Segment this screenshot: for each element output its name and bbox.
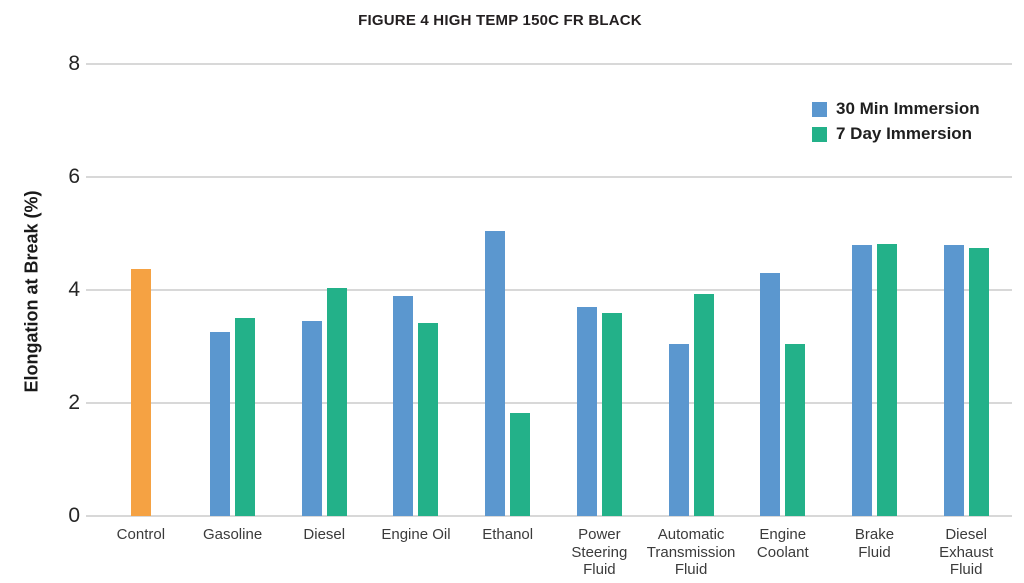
y-tick-label-2: 2 (68, 391, 80, 414)
bar-7-day-immersion-gasoline (235, 318, 256, 516)
bar-7-day-immersion-ethanol (510, 413, 531, 516)
legend-swatch-icon (812, 126, 827, 142)
bar-7-day-immersion-diesel (326, 288, 347, 516)
x-label-gasoline: Gasoline (202, 526, 263, 543)
bar-30-min-immersion-automatic-transmission-fluid (668, 343, 689, 516)
bar-group-gasoline (187, 64, 279, 516)
y-tick-label-4: 4 (68, 278, 80, 301)
bar-30-min-immersion-engine-coolant (760, 273, 781, 516)
bar-group-brake-fluid (829, 64, 921, 516)
bar-7-day-immersion-automatic-transmission-fluid (693, 293, 714, 516)
legend-label: 30 Min Immersion (836, 99, 980, 118)
y-tick-label-8: 8 (68, 52, 80, 75)
bar-group-engine-oil (370, 64, 462, 516)
chart-title: FIGURE 4 HIGH TEMP 150C FR BLACK (358, 12, 642, 29)
x-label-diesel-exhaust-fluid: Diesel Exhaust Fluid (939, 526, 994, 578)
bar-group-engine-coolant (737, 64, 829, 516)
bar-7-day-immersion-power-steering-fluid (601, 312, 622, 516)
y-tick-label-0: 0 (68, 504, 80, 527)
x-label-power-steering-fluid: Power Steering Fluid (571, 526, 628, 578)
bar-group-control (95, 64, 187, 516)
x-label-diesel: Diesel (303, 526, 346, 543)
x-label-engine-oil: Engine Oil (381, 526, 451, 543)
bar-7-day-immersion-brake-fluid (876, 243, 897, 516)
bar-30-min-immersion-gasoline (210, 332, 231, 516)
gridline-0 (86, 515, 1012, 517)
legend: 30 Min Immersion 7 Day Immersion (812, 99, 980, 149)
bar-group-diesel (278, 64, 370, 516)
bar-7-day-immersion-engine-coolant (785, 343, 806, 516)
bar-30-min-immersion-brake-fluid (851, 244, 872, 516)
x-label-brake-fluid: Brake Fluid (854, 526, 895, 561)
x-label-control: Control (116, 526, 166, 543)
bar-30-min-immersion-engine-oil (393, 295, 414, 516)
legend-label: 7 Day Immersion (836, 124, 973, 143)
bar-7-day-immersion-engine-oil (418, 322, 439, 516)
legend-item-7-day-immersion: 7 Day Immersion (812, 124, 980, 144)
bar-group-automatic-transmission-fluid (645, 64, 737, 516)
gridline-6 (86, 176, 1012, 178)
bar-group-diesel-exhaust-fluid (920, 64, 1012, 516)
gridline-2 (86, 402, 1012, 404)
bar-7-day-immersion-diesel-exhaust-fluid (968, 247, 989, 516)
bar-groups (95, 64, 1012, 516)
x-axis-labels: Control Gasoline Diesel Engine Oil Ethanol Po… (95, 526, 1012, 579)
gridline-8 (86, 63, 1012, 65)
bar-group-ethanol (462, 64, 554, 516)
x-label-automatic-transmission-fluid: Automatic Transmission Fluid (646, 526, 736, 578)
bar-30-min-immersion-diesel-exhaust-fluid (943, 244, 964, 516)
bar-control-control (130, 269, 151, 516)
legend-item-30-min-immersion: 30 Min Immersion (812, 99, 980, 119)
y-tick-label-6: 6 (68, 165, 80, 188)
gridline-4 (86, 289, 1012, 291)
bar-30-min-immersion-ethanol (485, 230, 506, 516)
x-label-ethanol: Ethanol (482, 526, 534, 543)
y-axis-title: Elongation at Break (%) (21, 190, 42, 393)
bar-group-power-steering-fluid (554, 64, 646, 516)
bar-30-min-immersion-power-steering-fluid (576, 306, 597, 516)
x-label-engine-coolant: Engine Coolant (756, 526, 809, 561)
plot-area (86, 63, 1012, 517)
bar-30-min-immersion-diesel (301, 321, 322, 516)
legend-swatch-icon (812, 101, 827, 117)
